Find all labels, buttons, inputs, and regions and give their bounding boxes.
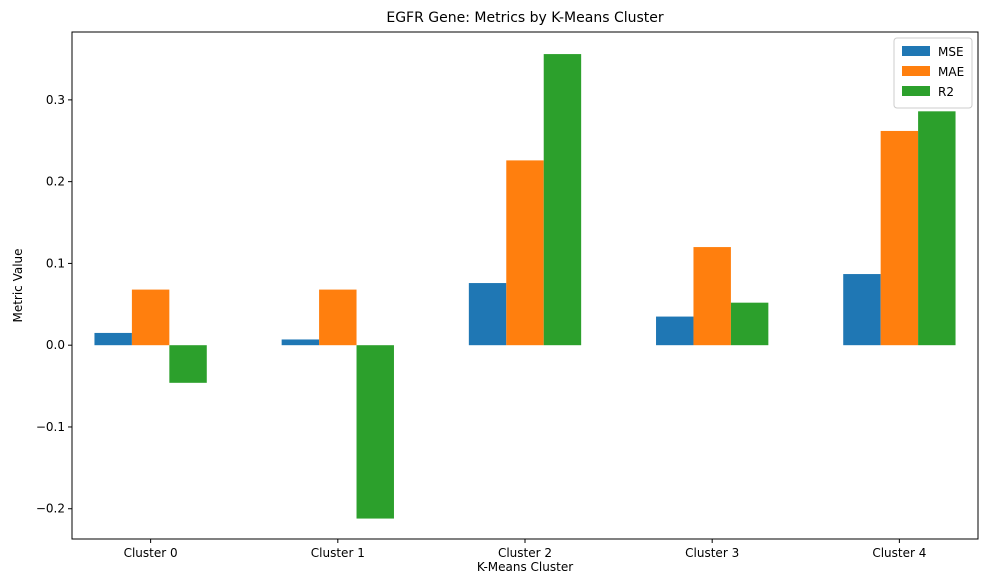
x-tick-label: Cluster 2 (498, 546, 552, 560)
bar-mae-cluster-3 (693, 247, 731, 346)
bar-mse-cluster-4 (843, 274, 881, 346)
bar-mse-cluster-3 (656, 316, 694, 346)
bar-mse-cluster-1 (281, 339, 320, 346)
bar-r2-cluster-2 (543, 54, 582, 346)
bar-mae-cluster-1 (319, 289, 357, 346)
y-axis: −0.2 −0.1 0.0 0.1 0.2 0.3 (36, 93, 72, 516)
x-axis: Cluster 0 Cluster 1 Cluster 2 Cluster 3 Clus… (124, 539, 926, 560)
legend-label-mse: MSE (938, 45, 964, 59)
bar-r2-cluster-4 (918, 111, 956, 346)
x-tick-label: Cluster 1 (311, 546, 365, 560)
x-tick-label: Cluster 3 (685, 546, 739, 560)
bar-mae-cluster-4 (880, 130, 919, 346)
y-tick-label: −0.1 (36, 420, 65, 434)
bar-r2-cluster-3 (730, 302, 769, 346)
y-tick-label: 0.0 (46, 338, 65, 352)
legend-label-r2: R2 (938, 85, 954, 99)
bar-r2-cluster-1 (356, 345, 394, 519)
y-tick-label: 0.3 (46, 93, 65, 107)
y-tick-label: 0.2 (46, 175, 65, 189)
plot-frame (71, 31, 979, 540)
legend-swatch-mse (902, 46, 930, 56)
x-axis-title: K-Means Cluster (477, 560, 573, 574)
legend-items: MSE MAE R2 (902, 45, 964, 99)
bar-mse-cluster-2 (468, 283, 507, 346)
legend-swatch-mae (902, 66, 930, 76)
bar-mae-cluster-0 (131, 289, 170, 346)
x-tick-label: Cluster 4 (872, 546, 926, 560)
bars-layer (94, 54, 956, 519)
legend-label-mae: MAE (938, 65, 964, 79)
chart-title: EGFR Gene: Metrics by K-Means Cluster (386, 10, 664, 26)
bar-mae-cluster-2 (506, 160, 544, 346)
y-tick-label: 0.1 (46, 256, 65, 270)
bar-r2-cluster-0 (169, 345, 207, 383)
x-tick-label: Cluster 0 (124, 546, 178, 560)
bar-mse-cluster-0 (94, 332, 132, 346)
y-axis-title: Metric Value (11, 248, 25, 322)
legend-swatch-r2 (902, 86, 930, 96)
y-tick-label: −0.2 (36, 502, 65, 516)
legend: MSE MAE R2 (893, 37, 973, 109)
